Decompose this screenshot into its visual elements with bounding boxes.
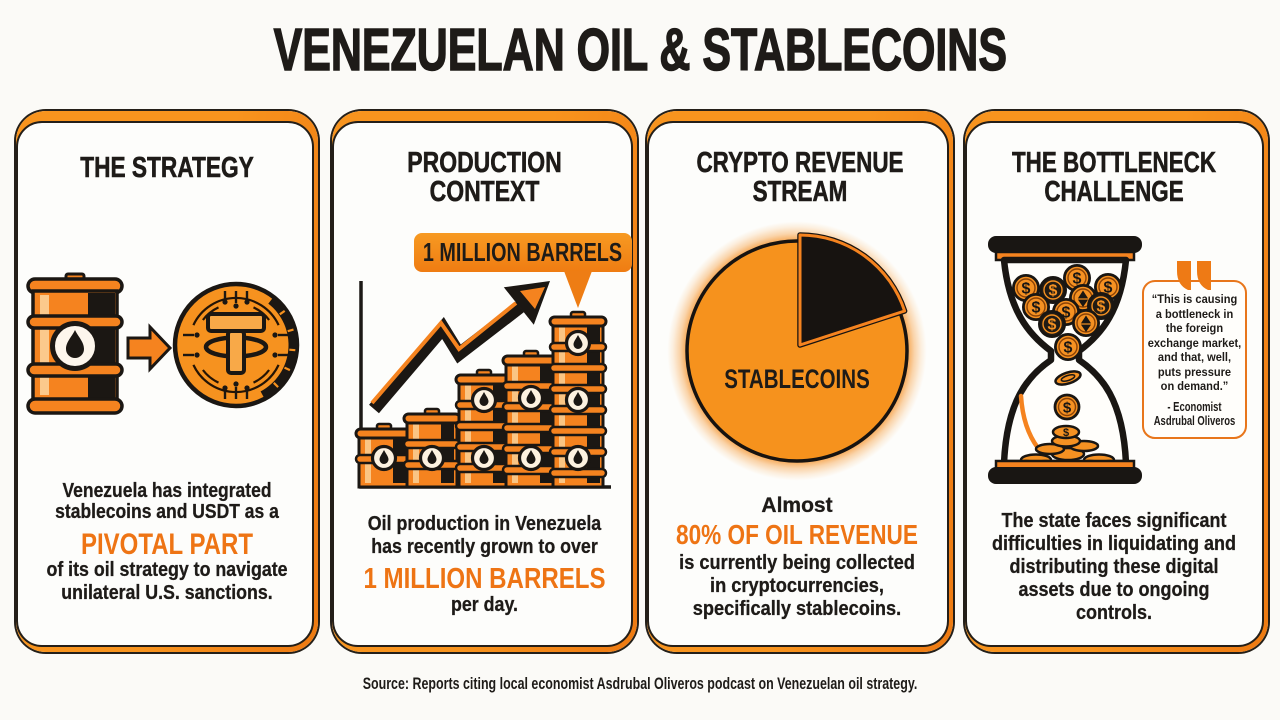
svg-text:$: $ (1048, 317, 1057, 334)
svg-text:$: $ (1022, 281, 1031, 298)
svg-text:$: $ (1032, 300, 1041, 317)
svg-text:$: $ (1073, 271, 1082, 288)
svg-text:$: $ (1063, 400, 1072, 417)
svg-text:$: $ (1063, 427, 1069, 439)
svg-text:$: $ (1097, 299, 1106, 316)
svg-text:$: $ (1104, 280, 1113, 297)
svg-text:$: $ (1049, 283, 1058, 300)
svg-text:$: $ (1064, 340, 1073, 357)
svg-text:$: $ (1062, 305, 1071, 322)
